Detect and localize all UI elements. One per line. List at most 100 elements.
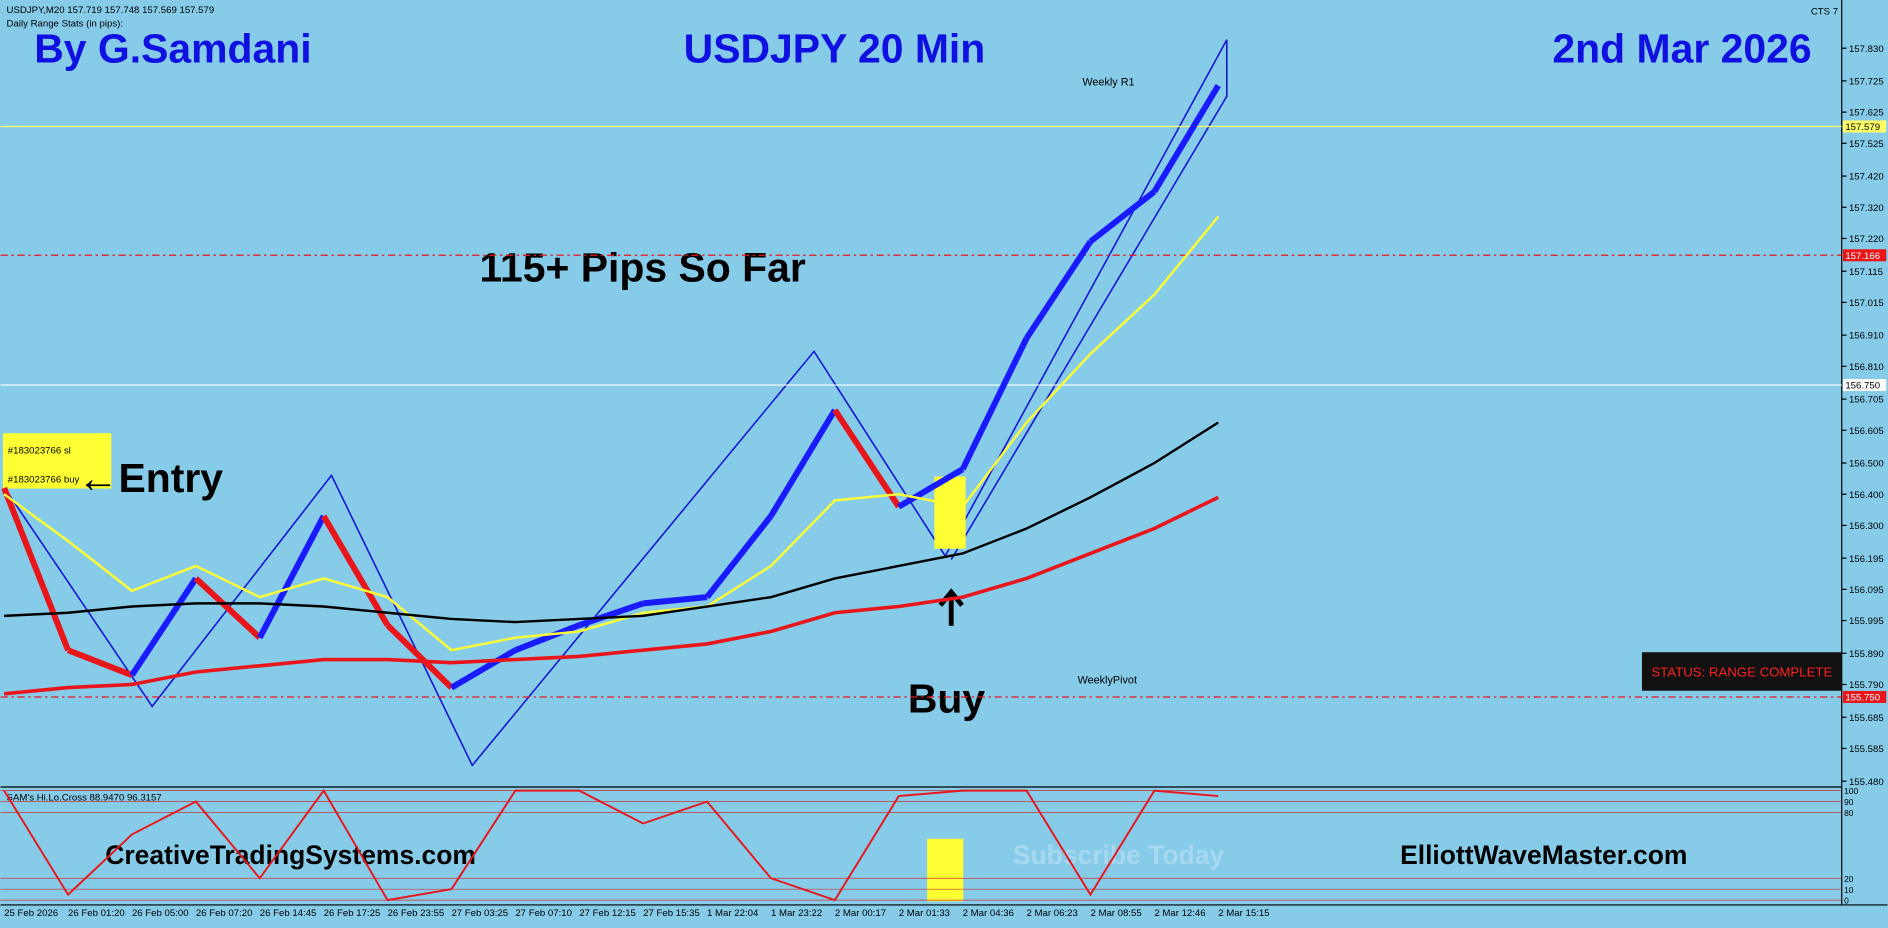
x-tick-label: 26 Feb 07:20 xyxy=(196,908,253,919)
y-tick-label: 157.830 xyxy=(1849,44,1884,55)
y-tick-label: 157.420 xyxy=(1849,172,1884,183)
price-segment xyxy=(66,647,134,678)
moving-average xyxy=(3,495,1220,696)
headline: USDJPY 20 Min xyxy=(684,26,986,72)
level-label: 155.750 xyxy=(1845,693,1880,704)
x-tick-label: 27 Feb 15:35 xyxy=(643,908,700,919)
x-tick-label: 2 Mar 15:15 xyxy=(1218,908,1269,919)
oscillator-tick-label: 20 xyxy=(1844,874,1854,884)
price-segment xyxy=(129,576,199,677)
site-label: CreativeTradingSystems.com xyxy=(105,840,476,870)
y-tick-label: 156.910 xyxy=(1849,331,1884,342)
price-segment xyxy=(514,622,581,653)
y-tick-label: 157.015 xyxy=(1849,298,1884,309)
y-tick-label: 155.790 xyxy=(1849,680,1884,691)
y-tick-label: 157.525 xyxy=(1849,139,1884,150)
oscillator-tick-label: 100 xyxy=(1844,786,1858,796)
author: By G.Samdani xyxy=(34,26,311,72)
price-segment xyxy=(385,623,454,690)
y-tick-label: 156.705 xyxy=(1849,395,1884,406)
site-label: ElliottWaveMaster.com xyxy=(1400,840,1687,870)
entry-text: Entry xyxy=(118,455,223,501)
level-label: 157.166 xyxy=(1845,251,1880,262)
status-text: STATUS: RANGE COMPLETE xyxy=(1651,664,1832,679)
price-segment xyxy=(768,408,838,518)
x-tick-label: 2 Mar 06:23 xyxy=(1027,908,1078,919)
x-tick-label: 26 Feb 17:25 xyxy=(324,908,381,919)
level-label: Weekly R1 xyxy=(1082,76,1134,88)
zigzag xyxy=(3,39,1228,767)
x-tick-label: 27 Feb 12:15 xyxy=(579,908,636,919)
oscillator-tick-label: 0 xyxy=(1844,896,1849,906)
order-box xyxy=(2,433,112,489)
price-segment xyxy=(642,594,708,607)
y-tick-label: 157.725 xyxy=(1849,77,1884,88)
y-tick-label: 156.300 xyxy=(1849,521,1884,532)
level-label: 156.750 xyxy=(1845,381,1880,392)
moving-average xyxy=(3,215,1220,652)
price-segment xyxy=(257,514,327,640)
y-tick-label: 157.115 xyxy=(1849,267,1883,278)
price-segment xyxy=(1,486,71,652)
signal-box xyxy=(927,838,964,902)
y-tick-label: 156.195 xyxy=(1849,554,1884,565)
level-label: WeeklyPivot xyxy=(1078,675,1137,687)
level-label: 157.579 xyxy=(1845,122,1880,133)
x-tick-label: 1 Mar 22:04 xyxy=(707,908,759,919)
x-tick-label: 26 Feb 01:20 xyxy=(68,908,125,919)
y-tick-label: 155.995 xyxy=(1849,616,1884,627)
moving-average xyxy=(4,421,1219,624)
price-segment xyxy=(1151,84,1221,194)
range-stats: Daily Range Stats (in pips): xyxy=(7,18,123,29)
y-tick-label: 156.500 xyxy=(1849,459,1884,470)
level-tag xyxy=(1842,379,1887,392)
level-tag xyxy=(1842,120,1887,133)
y-tick-label: 157.625 xyxy=(1849,108,1884,119)
y-tick-label: 155.685 xyxy=(1849,713,1884,724)
y-tick-label: 157.220 xyxy=(1849,234,1884,245)
price-segment xyxy=(704,514,774,600)
date: 2nd Mar 2026 xyxy=(1552,26,1811,72)
y-tick-label: 156.605 xyxy=(1849,426,1884,437)
oscillator-title: SAM's Hi.Lo.Cross 88.9470 96.3157 xyxy=(7,792,162,803)
y-tick-label: 155.480 xyxy=(1849,777,1884,788)
price-segment xyxy=(578,600,645,629)
x-tick-label: 26 Feb 14:45 xyxy=(260,908,317,919)
x-tick-label: 27 Feb 07:10 xyxy=(515,908,572,919)
price-segment xyxy=(897,466,965,510)
oscillator-tick-label: 10 xyxy=(1844,885,1854,895)
order-label: #183023766 sl xyxy=(8,446,71,457)
oscillator-tick-label: 90 xyxy=(1844,797,1854,807)
level-tag xyxy=(1842,690,1887,703)
signal-box xyxy=(934,476,966,549)
level-tag xyxy=(1842,249,1887,262)
y-tick-label: 156.095 xyxy=(1849,585,1884,596)
x-tick-label: 25 Feb 2026 xyxy=(4,908,58,919)
price-segment xyxy=(449,647,517,691)
subscribe-label: Subscribe Today xyxy=(1013,840,1225,870)
x-tick-label: 2 Mar 00:17 xyxy=(835,908,886,919)
y-tick-label: 156.810 xyxy=(1849,362,1884,373)
x-tick-label: 2 Mar 01:33 xyxy=(899,908,950,919)
y-tick-label: 157.320 xyxy=(1849,203,1884,214)
price-segment xyxy=(959,336,1030,471)
x-tick-label: 26 Feb 05:00 xyxy=(132,908,189,919)
pips-note: 115+ Pips So Far xyxy=(479,245,805,291)
y-tick-label: 155.585 xyxy=(1849,744,1884,755)
price-segment xyxy=(321,514,391,627)
price-segment xyxy=(1088,189,1157,244)
status-box xyxy=(1641,652,1842,691)
y-tick-label: 156.400 xyxy=(1849,490,1884,501)
x-tick-label: 26 Feb 23:55 xyxy=(388,908,445,919)
price-segment xyxy=(193,576,262,640)
x-tick-label: 2 Mar 12:46 xyxy=(1154,908,1205,919)
entry-label: ←Entry xyxy=(78,455,224,501)
price-segment xyxy=(832,408,902,509)
symbol-info: USDJPY,M20 157.719 157.748 157.569 157.5… xyxy=(7,5,215,16)
x-tick-label: 27 Feb 03:25 xyxy=(451,908,508,919)
oscillator-tick-label: 80 xyxy=(1844,808,1854,818)
x-tick-label: 2 Mar 08:55 xyxy=(1090,908,1141,919)
